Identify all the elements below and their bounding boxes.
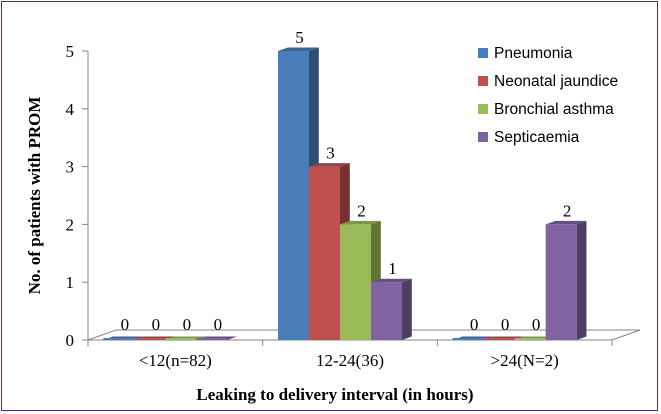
legend-label: Bronchial asthma (494, 101, 614, 118)
bar-top (340, 220, 381, 225)
bar-pneumonia (103, 336, 145, 340)
y-tick-label: 5 (66, 42, 75, 61)
y-axis-title: No. of patients with PROM (25, 97, 44, 295)
bar-septicaemia (371, 278, 412, 340)
bar-front (514, 338, 546, 340)
data-label: 0 (470, 315, 479, 334)
x-tick-label: <12(n=82) (139, 351, 212, 370)
legend-swatch (478, 48, 488, 58)
x-tick-label: >24(N=2) (491, 351, 559, 370)
bar-front (483, 338, 515, 340)
bar-front (545, 224, 577, 340)
bar-side (576, 220, 587, 340)
bar-neonatal-jaundice (134, 336, 176, 340)
legend-swatch (478, 132, 488, 142)
data-label: 0 (501, 315, 510, 334)
y-tick-label: 4 (66, 100, 75, 119)
y-tick-label: 1 (66, 273, 75, 292)
bar-front (371, 282, 402, 340)
bar-top (278, 47, 319, 51)
x-axis: <12(n=82) 12-24(36) >24(N=2) (87, 340, 613, 370)
bar-bronchial-asthma (514, 336, 556, 340)
bar-top (309, 163, 350, 167)
y-tick-label: 2 (66, 215, 75, 234)
y-tick-label: 0 (66, 331, 75, 350)
bar-front (340, 224, 371, 340)
data-label: 0 (532, 315, 541, 334)
bar-front (165, 338, 197, 340)
bar-front (278, 51, 309, 340)
data-label: 0 (183, 315, 192, 334)
data-label: 0 (121, 315, 130, 334)
legend-label: Pneumonia (494, 45, 573, 62)
bar-bronchial-asthma (165, 336, 207, 340)
legend-label: Neonatal jaundice (494, 73, 618, 90)
legend-swatch (478, 104, 488, 114)
legend-item: Neonatal jaundice (478, 73, 618, 90)
data-labels: 0 0 0 0 5 3 2 1 0 0 0 2 (121, 28, 572, 334)
bar-front (103, 338, 135, 340)
bar-front (196, 338, 228, 340)
bar-front (134, 338, 166, 340)
bar-top (371, 278, 412, 283)
data-label: 3 (326, 144, 335, 163)
bar-side (402, 278, 412, 340)
bar-septicaemia (196, 336, 238, 340)
legend-label: Septicaemia (494, 129, 580, 146)
data-label: 0 (152, 315, 161, 334)
bar-neonatal-jaundice (483, 336, 525, 340)
y-tick-label: 3 (66, 158, 75, 177)
legend-swatch (478, 76, 488, 86)
x-tick-label: 12-24(36) (316, 351, 384, 370)
y-axis: 0 1 2 3 4 5 (66, 42, 89, 350)
data-label: 0 (214, 315, 223, 334)
bar-top (545, 220, 587, 225)
bar-group (103, 47, 587, 340)
bar-septicaemia (545, 220, 587, 340)
legend: Pneumonia Neonatal jaundice Bronchial asth… (478, 45, 618, 146)
x-axis-title: Leaking to delivery interval (in hours) (196, 385, 473, 404)
legend-item: Pneumonia (478, 45, 573, 62)
bar-front (452, 338, 484, 340)
data-label: 2 (563, 201, 572, 220)
data-label: 2 (357, 201, 366, 220)
bar-pneumonia (452, 336, 494, 340)
data-label: 5 (295, 28, 304, 47)
legend-item: Septicaemia (478, 129, 580, 146)
legend-item: Bronchial asthma (478, 101, 614, 118)
bar-front (309, 166, 340, 340)
data-label: 1 (388, 259, 397, 278)
